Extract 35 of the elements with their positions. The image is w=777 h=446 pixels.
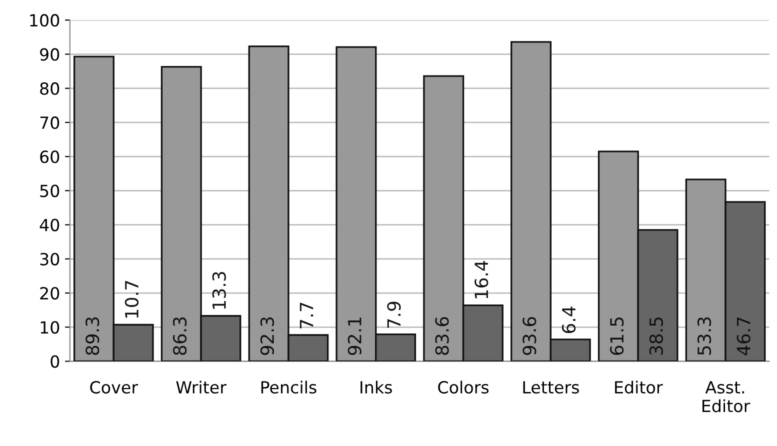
data-label: 53.3 — [697, 317, 712, 355]
data-label: 89.3 — [86, 317, 100, 355]
y-tick-label: 80 — [40, 82, 60, 95]
x-tick-label: Asst. Editor — [702, 381, 750, 412]
y-tick-label: 40 — [40, 218, 60, 232]
data-label: 7.9 — [387, 302, 401, 328]
y-tick-label: 70 — [40, 116, 60, 129]
y-tick-label: 10 — [40, 321, 60, 334]
y-tick-label: 100 — [30, 14, 60, 27]
x-tick-label: Letters — [523, 381, 579, 394]
data-label: 10.7 — [124, 280, 139, 318]
x-tick-label: Pencils — [261, 380, 316, 394]
data-label: 92.3 — [260, 317, 274, 356]
y-tick-label: 90 — [40, 48, 60, 61]
data-label: 46.7 — [736, 317, 750, 356]
x-tick-label: Writer — [176, 380, 226, 394]
data-label: 38.5 — [649, 318, 664, 355]
y-tick-label: 0 — [50, 355, 60, 368]
x-tick-label: Inks — [360, 380, 392, 394]
y-tick-label: 20 — [40, 286, 60, 300]
x-tick-label: Cover — [90, 381, 138, 394]
x-tick-label: Colors — [438, 380, 489, 394]
y-tick-label: 60 — [40, 150, 60, 164]
data-label: 61.5 — [610, 318, 624, 355]
data-label: 16.4 — [474, 261, 488, 298]
data-label: 83.6 — [435, 317, 449, 355]
x-tick-label: Editor — [615, 380, 663, 394]
y-tick-label: 50 — [40, 184, 60, 198]
data-label: 93.6 — [522, 317, 536, 356]
y-tick-label: 30 — [40, 252, 60, 266]
data-label: 7.7 — [300, 302, 314, 328]
data-label: 13.3 — [212, 272, 226, 309]
data-label: 86.3 — [172, 317, 187, 355]
data-label: 92.1 — [348, 318, 362, 356]
data-label: 6.4 — [562, 306, 576, 334]
